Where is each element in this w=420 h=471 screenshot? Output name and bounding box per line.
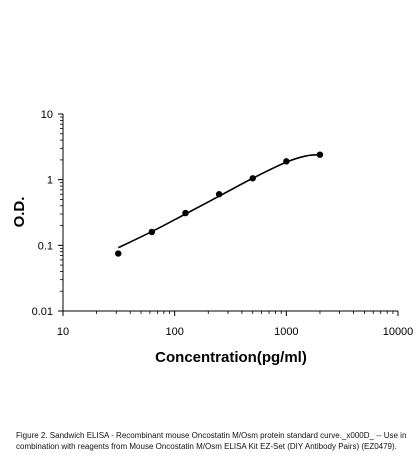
axes: 0.01 0.1 1 10 10 100 1000 10000	[32, 109, 414, 338]
chart: 0.01 0.1 1 10 10 100 1000 10000 Concentration(p…	[11, 109, 414, 366]
data-point	[316, 151, 324, 158]
data-point	[215, 191, 223, 198]
data-marks	[115, 151, 324, 257]
fit-curve-line	[117, 153, 321, 249]
x-axis-title: Concentration(pg/ml)	[155, 349, 307, 366]
data-point	[249, 175, 256, 182]
x-tick-label: 10	[57, 326, 69, 338]
x-tick-label: 1000	[274, 326, 298, 338]
y-tick-label: 0.1	[38, 240, 53, 252]
y-tick-label: 0.01	[32, 306, 53, 318]
data-point	[148, 228, 156, 236]
x-tick-label: 10000	[383, 326, 414, 338]
data-point	[283, 158, 290, 165]
data-point	[182, 209, 189, 217]
y-axis-title: O.D.	[11, 197, 28, 228]
y-tick-label: 1	[47, 175, 53, 187]
x-tick-label: 100	[165, 326, 183, 338]
y-tick-label: 10	[41, 109, 53, 121]
figure-caption: Figure 2. Sandwich ELISA - Recombinant m…	[16, 431, 407, 451]
data-point	[115, 250, 122, 257]
